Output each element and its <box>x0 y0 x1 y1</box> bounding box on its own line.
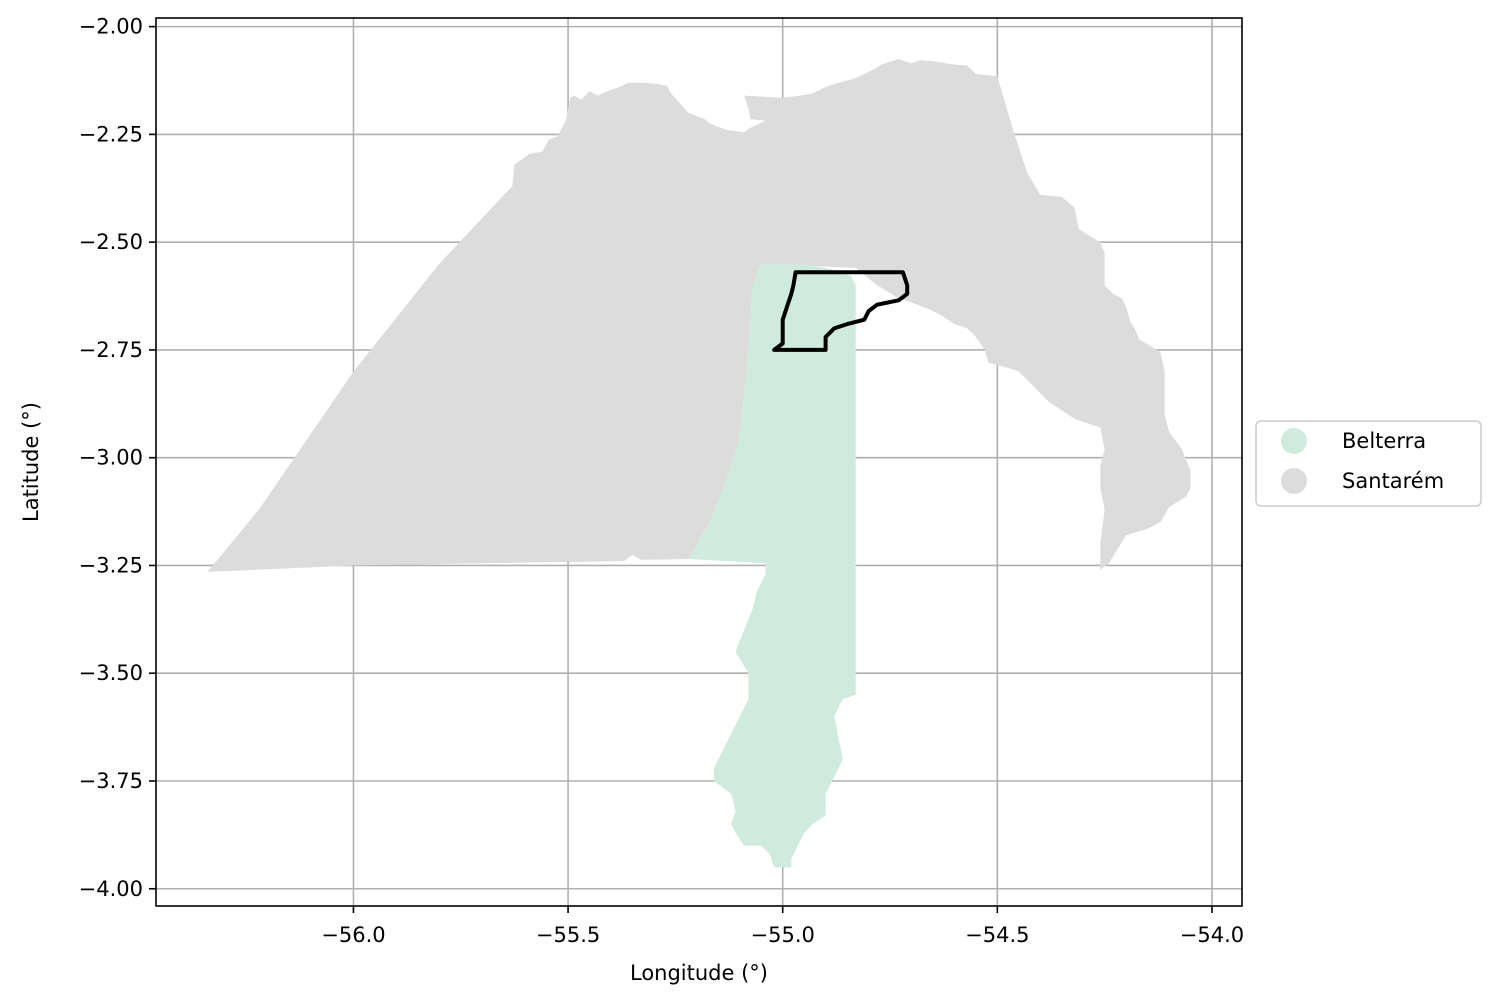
x-tick-label: −55.0 <box>751 923 815 947</box>
x-axis-title: Longitude (°) <box>630 961 768 985</box>
legend-marker-belterra <box>1281 428 1307 454</box>
y-axis-title: Latitude (°) <box>19 402 43 522</box>
plot-frame <box>155 17 1243 907</box>
y-tick-label: −2.75 <box>79 338 143 362</box>
study-area-outline-group <box>772 270 910 352</box>
y-tick-label: −3.75 <box>79 769 143 793</box>
legend-marker-santarm <box>1281 468 1307 494</box>
x-tick-label: −54.5 <box>965 923 1029 947</box>
y-tick-label: −2.50 <box>79 230 143 254</box>
y-tick-label: −2.00 <box>79 15 143 39</box>
y-tick-label: −2.25 <box>79 122 143 146</box>
y-tick-label: −4.00 <box>79 877 143 901</box>
region-belterra <box>688 263 856 868</box>
legend-label: Santarém <box>1342 469 1444 493</box>
legend: Belterra Santarém <box>1255 420 1482 507</box>
x-tick-label: −54.0 <box>1180 923 1244 947</box>
x-tick-label: −55.5 <box>536 923 600 947</box>
study-area-outline <box>772 270 910 352</box>
legend-box <box>1255 420 1482 507</box>
legend-label: Belterra <box>1342 429 1426 453</box>
region-santarm <box>207 59 1191 572</box>
y-tick-label: −3.25 <box>79 553 143 577</box>
y-axis-ticks: −2.00 −2.25 −2.50 −2.75 −3.00 −3.25 −3.50 −3.75… <box>79 15 156 901</box>
x-tick-label: −56.0 <box>321 923 385 947</box>
region-polygons <box>207 59 1191 868</box>
y-tick-label: −3.50 <box>79 661 143 685</box>
y-tick-label: −3.00 <box>79 446 143 470</box>
x-axis-ticks: −56.0 −55.5 −55.0 −54.5 −54.0 <box>321 906 1244 947</box>
